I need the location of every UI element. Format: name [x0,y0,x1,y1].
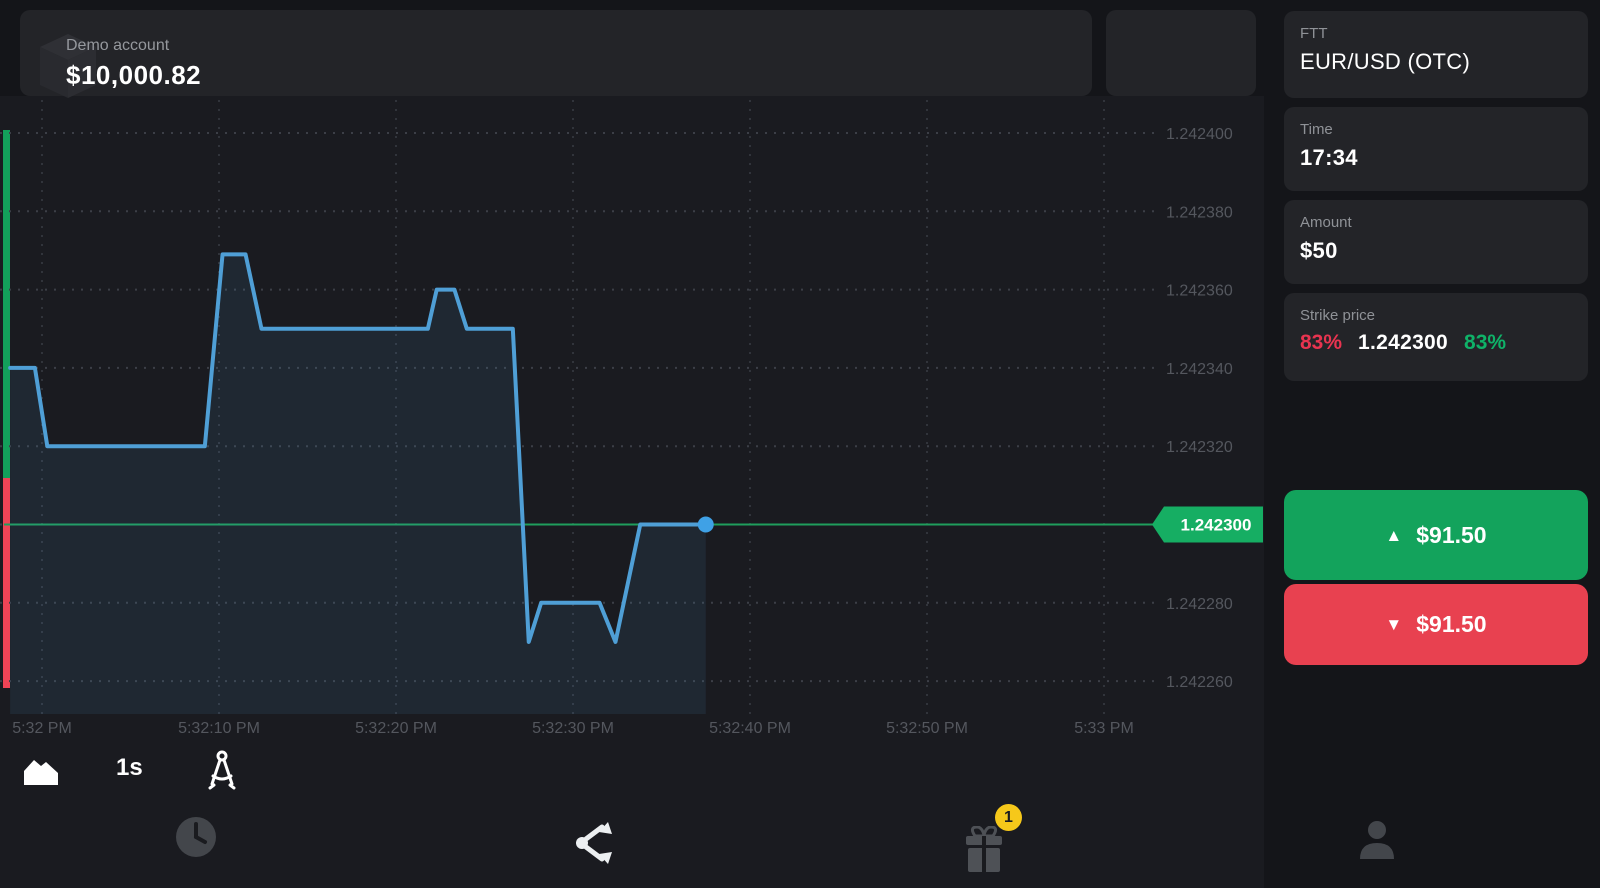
x-axis-label: 5:32:30 PM [532,720,614,737]
instrument-name: EUR/USD (OTC) [1300,49,1471,74]
sell-down-button[interactable]: ▼ $91.50 [1284,584,1588,665]
deposit-card: Deposit [1106,10,1256,96]
amount-value: $50 [1300,238,1338,263]
profile-icon[interactable] [1355,817,1399,861]
account-balance: $10,000.82 [66,60,202,90]
instrument-type-label: FTT [1300,25,1328,42]
open-trades-icon[interactable] [572,820,618,866]
x-axis-label: 5:33 PM [1074,720,1134,737]
x-axis-label: 5:32:20 PM [355,720,437,737]
y-axis-label: 1.242380 [1166,204,1233,221]
current-price-dot [697,516,714,533]
strike-price-card[interactable]: Strike price 83% 1.242300 83% [1284,293,1588,381]
instrument-card[interactable]: FTT EUR/USD (OTC) [1284,11,1588,98]
strike-price-tag [1152,506,1263,543]
sell-payout: $91.50 [1416,611,1487,637]
y-axis-label: 1.242260 [1166,674,1233,691]
y-axis-label: 1.242280 [1166,596,1233,613]
sentiment-down-bar [3,478,10,688]
area-chart-icon[interactable] [22,753,60,789]
strike-up-percent: 83% [1464,331,1507,354]
amount-card[interactable]: Amount $50 [1284,200,1588,284]
drawing-tools-icon[interactable] [204,748,240,794]
down-arrow-icon: ▼ [1385,615,1403,634]
strike-down-percent: 83% [1300,331,1343,354]
strike-price-tag-value: 1.242300 [1181,516,1252,535]
expiration-time-card[interactable]: Time 17:34 [1284,107,1588,191]
strike-price-row: 83% 1.242300 83% [1300,331,1572,355]
strike-price-label: Strike price [1300,307,1376,324]
timeframe-selector[interactable]: 1s [116,754,143,781]
time-label: Time [1300,121,1333,138]
x-axis-label: 5:32 PM [12,720,72,737]
account-balance-card[interactable]: Demo account $10,000.82 [20,10,1092,98]
x-axis-label: 5:32:50 PM [886,720,968,737]
gift-icon[interactable] [962,826,1006,874]
x-axis-label: 5:32:40 PM [709,720,791,737]
time-value: 17:34 [1300,145,1358,170]
sentiment-up-bar [3,130,10,478]
trade-history-clock-icon[interactable] [174,815,218,859]
buy-payout: $91.50 [1416,521,1487,548]
account-type-label: Demo account [66,37,170,54]
x-axis-label: 5:32:10 PM [178,720,260,737]
price-line [8,252,708,644]
price-area-fill [10,254,706,715]
buy-up-button[interactable]: ▲ $91.50 [1284,490,1588,580]
up-arrow-icon: ▲ [1385,525,1403,545]
y-axis-label: 1.242320 [1166,439,1233,456]
account-box-icon [40,34,96,98]
gift-badge: 1 [995,804,1022,831]
y-axis-label: 1.242340 [1166,361,1233,378]
y-axis-label: 1.242400 [1166,126,1233,143]
strike-price-value: 1.242300 [1358,331,1449,354]
amount-label: Amount [1300,214,1352,231]
y-axis-label: 1.242360 [1166,283,1233,300]
chart-region [0,96,1264,888]
